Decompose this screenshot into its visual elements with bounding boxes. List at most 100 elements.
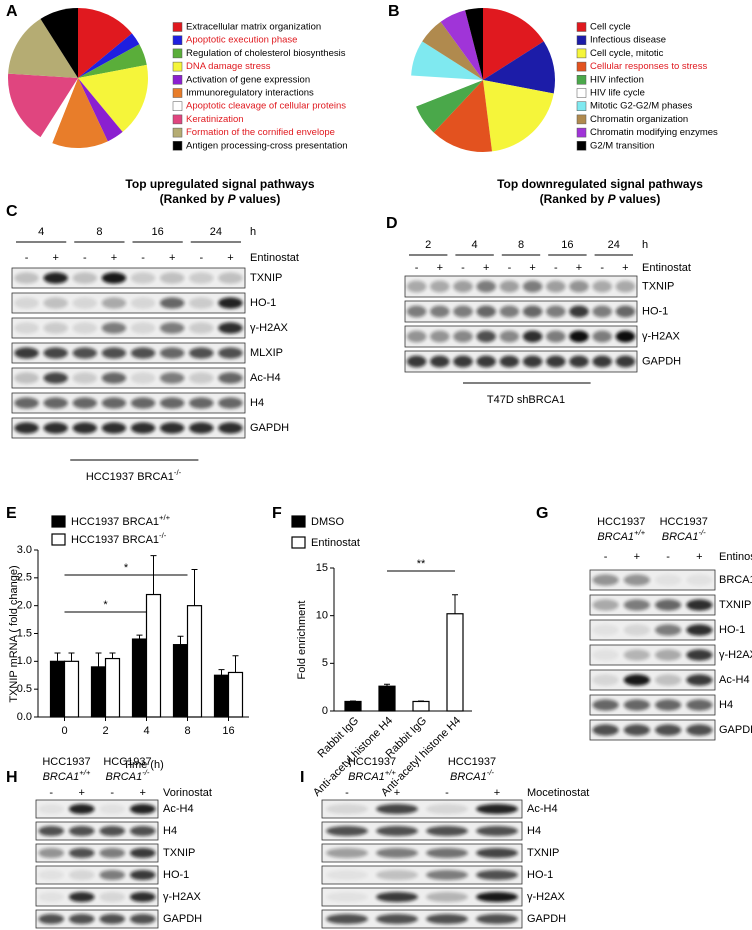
drug-label: Entinos <box>719 551 752 563</box>
band <box>655 624 682 636</box>
band <box>430 355 450 368</box>
legend-label: Cellular responses to stress <box>590 61 707 72</box>
legend-label: Keratinization <box>186 114 244 125</box>
treatment-label: - <box>25 252 29 264</box>
band <box>522 355 543 368</box>
band <box>499 330 520 343</box>
caption: Top downregulated signal pathways <box>497 177 703 191</box>
legend-swatch <box>51 515 66 528</box>
band <box>130 322 156 334</box>
time-label: 16 <box>152 226 164 238</box>
blot-strip <box>11 292 246 314</box>
blot-strip <box>11 317 246 339</box>
band <box>623 674 650 686</box>
band <box>129 891 156 903</box>
row-label: GAPDH <box>642 355 681 367</box>
error-bar <box>68 652 75 662</box>
band <box>14 272 39 284</box>
band <box>99 847 126 859</box>
legend-label: Immunoregulatory interactions <box>186 88 314 99</box>
time-label: 8 <box>96 226 102 238</box>
treatment-label: + <box>111 252 117 264</box>
legend-swatch <box>172 141 183 151</box>
band <box>14 347 39 359</box>
band <box>130 422 156 434</box>
band <box>159 422 185 434</box>
group-label: HCC1937 <box>103 756 151 768</box>
band <box>326 825 368 837</box>
band <box>376 869 418 881</box>
band <box>72 297 98 309</box>
band <box>592 674 619 686</box>
band <box>615 280 636 293</box>
treatment-label: + <box>140 787 146 799</box>
band <box>129 803 156 815</box>
bar <box>344 700 362 712</box>
band <box>592 305 612 318</box>
time-unit: h <box>250 226 256 238</box>
row-label: γ-H2AX <box>250 322 289 334</box>
band <box>326 869 368 881</box>
legend-swatch <box>172 114 183 125</box>
band <box>686 574 713 586</box>
y-tick-label: 0.5 <box>17 683 32 695</box>
legend-swatch <box>172 88 183 98</box>
row-label: γ-H2AX <box>719 649 752 661</box>
time-unit: h <box>642 239 648 251</box>
pie-slice <box>78 64 148 132</box>
legend-swatch <box>576 48 587 59</box>
treatment-label: + <box>483 262 489 274</box>
time-label: 4 <box>38 226 44 238</box>
band <box>592 624 619 636</box>
bar <box>378 685 396 712</box>
cell-line-label: HCC1937 BRCA1-/- <box>86 468 182 483</box>
band <box>686 599 713 611</box>
row-label: GAPDH <box>719 724 752 736</box>
significance-label: * <box>103 599 108 611</box>
band <box>569 355 589 368</box>
treatment-label: + <box>79 787 85 799</box>
time-label: 24 <box>210 226 222 238</box>
row-label: H4 <box>163 825 177 837</box>
legend-label: Apoptotic cleavage of cellular proteins <box>186 101 346 112</box>
treatment-label: - <box>604 551 608 563</box>
blot-strip <box>321 799 523 819</box>
band <box>189 297 214 309</box>
band <box>569 280 589 293</box>
band <box>218 422 243 434</box>
treatment-label: - <box>83 252 87 264</box>
band <box>406 355 427 368</box>
legend-label: Regulation of cholesterol biosynthesis <box>186 48 346 59</box>
band <box>592 724 619 736</box>
band <box>476 803 518 815</box>
band <box>546 330 566 343</box>
bar <box>186 605 203 718</box>
blot-strip <box>589 669 716 691</box>
band <box>101 347 127 359</box>
treatment-label: + <box>227 252 233 264</box>
band <box>99 913 126 925</box>
time-label: 8 <box>518 239 524 251</box>
legend-label: Extracellular matrix organization <box>186 22 321 33</box>
band <box>476 305 496 318</box>
significance-label: ** <box>417 558 426 570</box>
row-label: GAPDH <box>163 913 202 925</box>
legend-label: Cell cycle, mitotic <box>590 48 664 59</box>
band <box>426 803 468 815</box>
blot-strip <box>321 887 523 907</box>
caption: (Ranked by P values) <box>540 192 661 206</box>
band <box>615 305 636 318</box>
pie-slice <box>40 8 78 78</box>
band <box>376 913 418 925</box>
band <box>655 649 682 661</box>
band <box>406 280 427 293</box>
legend-swatch <box>172 35 183 45</box>
blot-strip <box>321 843 523 863</box>
band <box>426 847 468 859</box>
treatment-label: - <box>110 787 114 799</box>
error-bar <box>95 652 102 667</box>
band <box>68 847 95 859</box>
band <box>68 869 95 881</box>
drug-label: Entinostat <box>642 262 691 274</box>
x-tick-label: 0 <box>61 725 67 737</box>
